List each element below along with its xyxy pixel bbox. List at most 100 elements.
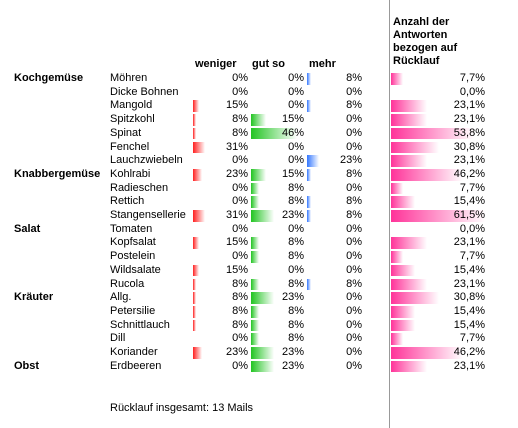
cell-value: 15,4% bbox=[453, 304, 485, 317]
cell-value: 8% bbox=[346, 72, 362, 84]
data-bar bbox=[193, 305, 197, 318]
cell-value: 8% bbox=[232, 318, 248, 331]
data-bar bbox=[251, 168, 266, 181]
cell-value: 0% bbox=[346, 332, 362, 345]
item-label: Dill bbox=[110, 332, 126, 345]
cell-value: 0% bbox=[346, 181, 362, 194]
item-label: Wildsalate bbox=[110, 263, 161, 276]
cell-value: 7,7% bbox=[459, 181, 485, 194]
cell-value: 0% bbox=[232, 332, 248, 345]
data-bar bbox=[391, 292, 439, 304]
cell-value: 23,1% bbox=[453, 113, 485, 126]
data-bar bbox=[391, 127, 475, 140]
item-label: Dicke Bohnen bbox=[110, 85, 179, 98]
data-bar bbox=[391, 210, 487, 222]
data-bar bbox=[193, 114, 197, 126]
data-bar bbox=[251, 114, 266, 126]
cell-value: 0% bbox=[346, 250, 362, 263]
cell-value: 0% bbox=[346, 291, 362, 304]
cell-value: 8% bbox=[232, 277, 248, 290]
data-bar bbox=[391, 141, 439, 154]
cell-value: 23,1% bbox=[453, 154, 485, 167]
data-bar bbox=[251, 196, 259, 208]
item-label: Allg. bbox=[110, 291, 132, 304]
cell-value: 8% bbox=[288, 318, 304, 331]
cell-value: 0% bbox=[346, 222, 362, 235]
data-bar bbox=[251, 210, 274, 222]
cell-value: 0% bbox=[232, 359, 248, 372]
cell-value: 8% bbox=[232, 291, 248, 304]
item-label: Kopfsalat bbox=[110, 236, 156, 249]
cell-value: 23,1% bbox=[453, 359, 485, 372]
cell-value: 23% bbox=[225, 167, 248, 180]
data-bar bbox=[307, 155, 319, 167]
cell-value: 0% bbox=[232, 85, 248, 98]
data-bar bbox=[193, 141, 206, 154]
data-bar bbox=[391, 278, 427, 291]
col-header: weniger bbox=[195, 58, 237, 70]
item-label: Koriander bbox=[110, 346, 158, 358]
group-label: Obst bbox=[14, 359, 40, 372]
cell-value: 0% bbox=[346, 263, 362, 276]
data-bar bbox=[251, 333, 259, 345]
cell-value: 7,7% bbox=[459, 250, 485, 263]
data-bar bbox=[251, 237, 259, 250]
cell-value: 15,4% bbox=[453, 263, 485, 276]
group-label: Kräuter bbox=[14, 291, 54, 304]
data-bar bbox=[391, 182, 403, 195]
cell-value: 53,8% bbox=[453, 126, 485, 139]
cell-value: 0% bbox=[346, 113, 362, 126]
data-bar bbox=[307, 100, 311, 113]
data-bar bbox=[193, 278, 197, 291]
data-bar bbox=[391, 333, 403, 345]
cell-value: 0% bbox=[288, 140, 304, 153]
data-bar bbox=[193, 347, 203, 359]
cell-value: 23,1% bbox=[453, 236, 485, 249]
cell-value: 0% bbox=[288, 263, 304, 276]
data-bar bbox=[251, 319, 259, 332]
cell-value: 0% bbox=[346, 236, 362, 249]
cell-value: 0% bbox=[346, 304, 362, 317]
data-bar bbox=[193, 168, 203, 181]
data-bar bbox=[391, 168, 463, 181]
cell-value: 23,1% bbox=[453, 99, 485, 112]
col-header: Anzahl der Antworten bezogen auf Rücklau… bbox=[393, 16, 458, 67]
cell-value: 8% bbox=[288, 304, 304, 317]
data-bar bbox=[391, 319, 415, 332]
data-bar bbox=[251, 251, 259, 263]
data-bar bbox=[307, 210, 311, 222]
cell-value: 30,8% bbox=[453, 140, 485, 153]
cell-value: 8% bbox=[288, 277, 304, 290]
cell-value: 61,5% bbox=[453, 209, 485, 221]
cell-value: 8% bbox=[288, 332, 304, 345]
item-label: Rucola bbox=[110, 277, 145, 290]
cell-value: 8% bbox=[288, 195, 304, 208]
data-bar bbox=[307, 196, 311, 208]
data-bar bbox=[307, 73, 311, 85]
cell-value: 15% bbox=[281, 113, 304, 126]
cell-value: 8% bbox=[346, 277, 362, 290]
group-label: Salat bbox=[14, 222, 41, 235]
data-bar bbox=[193, 237, 199, 250]
cell-value: 15,4% bbox=[453, 195, 485, 208]
cell-value: 8% bbox=[288, 250, 304, 263]
item-label: Rettich bbox=[110, 195, 145, 208]
cell-value: 8% bbox=[346, 195, 362, 208]
cell-value: 0% bbox=[232, 72, 248, 84]
item-label: Spinat bbox=[110, 126, 142, 139]
data-bar bbox=[251, 182, 259, 195]
cell-value: 0% bbox=[232, 250, 248, 263]
cell-value: 15,4% bbox=[453, 318, 485, 331]
data-bar bbox=[391, 360, 427, 373]
item-label: Spitzkohl bbox=[110, 113, 155, 126]
cell-value: 8% bbox=[346, 209, 362, 221]
cell-value: 0% bbox=[346, 359, 362, 372]
item-label: Schnittlauch bbox=[110, 318, 170, 331]
item-label: Möhren bbox=[110, 72, 148, 84]
data-bar bbox=[251, 127, 297, 140]
cell-value: 8% bbox=[288, 181, 304, 194]
cell-value: 31% bbox=[225, 140, 248, 153]
cell-value: 0% bbox=[232, 181, 248, 194]
divider bbox=[389, 0, 390, 428]
data-bar bbox=[251, 305, 259, 318]
